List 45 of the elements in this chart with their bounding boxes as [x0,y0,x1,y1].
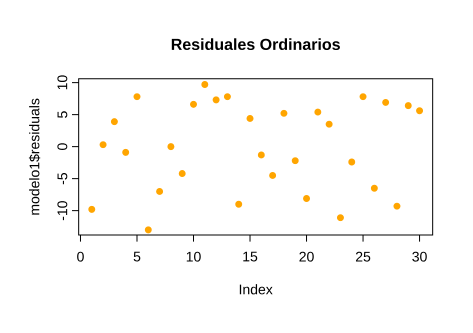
point [122,148,130,156]
x-tick-label: 15 [243,252,258,262]
point [314,108,322,116]
point [292,157,299,164]
chart-title: Residuales Ordinarios [172,38,340,50]
point [156,188,164,195]
point [110,118,118,126]
point [336,214,344,222]
y-tick-label: 0 [57,143,68,150]
point [212,96,220,104]
point [348,158,356,166]
point [393,202,400,210]
point [235,200,242,208]
x-axis-title: Index [240,284,273,294]
point [303,195,310,202]
point [258,151,265,158]
y-tick-label: 5 [58,111,68,118]
point [416,107,424,114]
point [88,206,96,213]
point [134,93,140,100]
point [382,98,390,106]
point [404,102,412,110]
x-tick-label: 10 [186,252,201,262]
point [280,110,288,117]
point [370,184,378,192]
y-tick-label: -10 [57,201,68,220]
y-tick-label: -5 [58,173,68,184]
point [360,93,367,100]
point [178,170,186,177]
point [224,93,231,100]
x-tick-label: 30 [412,252,427,262]
point [269,172,276,179]
y-tick-label: 10 [57,75,68,90]
x-tick-label: 5 [134,252,140,262]
x-tick-label: 20 [299,252,314,262]
x-tick-label: 0 [77,252,84,262]
point [144,226,152,234]
point [201,81,208,88]
point [190,100,197,108]
point [326,120,333,128]
x-tick-label: 25 [356,252,370,262]
y-axis-title: modelo1$residuals [28,98,40,215]
point [167,143,174,150]
point [100,141,107,148]
point [246,114,254,122]
